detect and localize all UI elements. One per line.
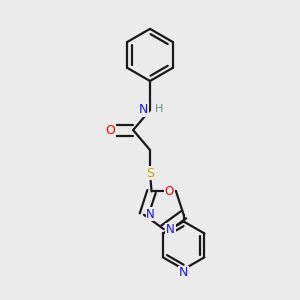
Text: N: N [146,208,155,220]
Text: O: O [165,185,174,198]
Text: O: O [106,124,116,136]
Text: N: N [179,266,188,280]
Text: H: H [155,104,164,114]
Text: N: N [166,223,175,236]
Text: N: N [139,103,148,116]
Text: S: S [146,167,154,179]
